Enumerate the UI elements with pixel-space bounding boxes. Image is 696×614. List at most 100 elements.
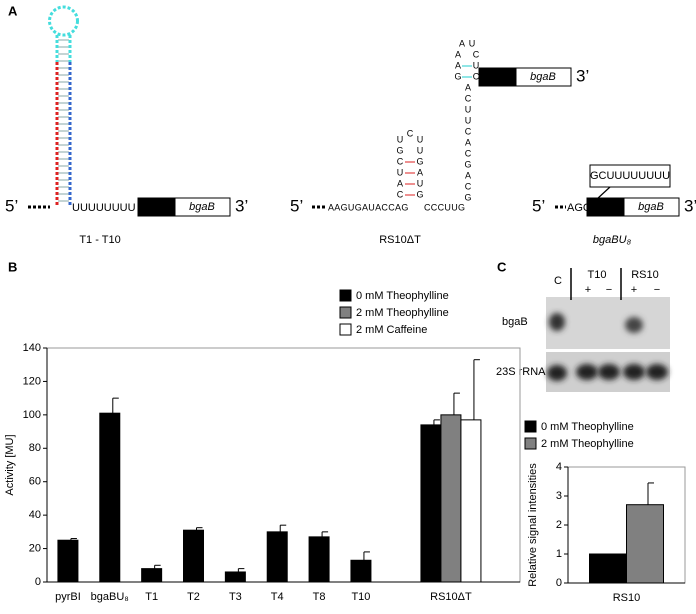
end-label: 3’ [235, 196, 248, 215]
y-tick-label: 0 [556, 577, 562, 589]
y-axis-label: Activity [MU] [4, 434, 16, 495]
nucleotide: G [464, 192, 471, 202]
construct-label: bgaBU₈ [593, 234, 632, 246]
nucleotide: U [465, 115, 472, 125]
bar [440, 414, 462, 583]
y-tick-label: 2 [556, 519, 562, 531]
gel-band [576, 364, 598, 380]
y-tick-label: 40 [29, 509, 41, 521]
nucleotide: U [417, 178, 424, 188]
sequence: AAGUGAUACCAG [328, 202, 409, 212]
legend-swatch [339, 306, 352, 319]
legend-label: 2 mM Caffeine [356, 324, 427, 336]
end-label: 5’ [5, 196, 18, 215]
nucleotide: C [473, 49, 480, 59]
end-label: 5’ [290, 196, 303, 215]
x-tick-label: T8 [313, 591, 326, 603]
legend-swatch [339, 323, 352, 336]
x-tick-label: RS10ΔT [430, 591, 472, 603]
connector [596, 186, 611, 200]
legend-label: 0 mM Theophylline [541, 421, 634, 433]
y-tick-label: 3 [556, 490, 562, 502]
box [623, 197, 680, 217]
gel-band [547, 365, 567, 381]
treatment-label: − [654, 284, 660, 296]
gel-band [623, 364, 645, 380]
end-label: 3’ [576, 66, 589, 85]
y-tick-label: 140 [23, 342, 41, 354]
nucleotide: G [464, 159, 471, 169]
nucleotide: C [397, 189, 404, 199]
row-label: 23S rRNA [496, 366, 546, 378]
panel-label: C [497, 259, 507, 274]
x-tick-label: T3 [229, 591, 242, 603]
gel-band [598, 364, 620, 380]
box [589, 164, 671, 188]
bar [308, 536, 330, 583]
y-tick-label: 80 [29, 442, 41, 454]
bar [589, 553, 627, 584]
nucleotide: G [396, 145, 403, 155]
y-tick-label: 0 [35, 576, 41, 588]
nucleotide: G [416, 189, 423, 199]
sequence: UUUUUUUU [72, 202, 136, 214]
legend-label: 2 mM Theophylline [541, 438, 634, 450]
end-label: 5’ [532, 196, 545, 215]
nucleotide: G [454, 71, 461, 81]
nucleotide: A [455, 60, 461, 70]
nucleotide: C [465, 181, 472, 191]
nucleotide: C [465, 93, 472, 103]
x-tick-label: T10 [351, 591, 370, 603]
nucleotide: U [417, 134, 424, 144]
panel-label: A [8, 3, 18, 18]
lane-label: RS10 [631, 269, 659, 281]
nucleotide: C [407, 128, 414, 138]
y-tick-label: 4 [556, 461, 562, 473]
x-tick-label: pyrBI [55, 591, 81, 603]
insert: GCUUUUUUUU [590, 170, 670, 182]
y-tick-label: 60 [29, 476, 41, 488]
bar [420, 424, 442, 583]
nucleotide: C [473, 71, 480, 81]
loop [48, 5, 79, 37]
bar [183, 529, 205, 583]
nucleotide: U [417, 145, 424, 155]
nucleotide: U [469, 38, 476, 48]
nucleotide: A [417, 167, 423, 177]
nucleotide: C [465, 148, 472, 158]
lane-label: T10 [588, 269, 607, 281]
lane-label: C [554, 275, 562, 287]
construct-label: RS10ΔT [379, 234, 421, 246]
bar [57, 539, 79, 583]
gel-band [549, 313, 565, 331]
sd-label: AGGA [140, 201, 173, 213]
x-tick-label: RS10 [613, 592, 641, 604]
y-tick-label: 120 [23, 375, 41, 387]
nucleotide: A [465, 82, 471, 92]
y-tick-label: 100 [23, 409, 41, 421]
nucleotide: A [455, 49, 461, 59]
y-axis-label: Relative signal intensities [527, 463, 539, 587]
bar [350, 559, 372, 583]
sequence: CCCUUG [424, 202, 465, 212]
nucleotide: A [465, 137, 471, 147]
end-label: 3’ [684, 196, 696, 215]
nucleotide: A [459, 38, 465, 48]
x-tick-label: T2 [187, 591, 200, 603]
nucleotide: A [397, 178, 403, 188]
x-tick-label: T4 [271, 591, 284, 603]
bar [460, 419, 482, 583]
nucleotide: U [397, 134, 404, 144]
x-tick-label: bgaBU₈ [91, 591, 129, 603]
gel-band [625, 317, 643, 333]
sd-label: AGGA [481, 71, 514, 83]
legend-swatch [339, 289, 352, 302]
bar [141, 568, 163, 583]
legend-label: 2 mM Theophylline [356, 307, 449, 319]
legend-swatch [524, 420, 537, 433]
nucleotide: C [465, 126, 472, 136]
nucleotide: U [465, 104, 472, 114]
legend-swatch [524, 437, 537, 450]
treatment-label: + [585, 284, 591, 296]
nucleotide: U [397, 167, 404, 177]
